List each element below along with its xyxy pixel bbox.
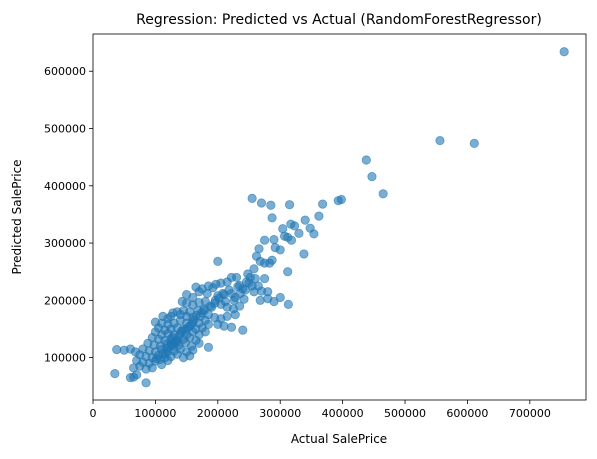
data-point xyxy=(286,235,297,245)
y-tick-label: 400000 xyxy=(44,180,86,193)
x-tick-label: 100000 xyxy=(134,407,176,420)
data-point xyxy=(226,322,237,332)
data-point xyxy=(314,211,324,221)
data-point xyxy=(245,272,255,283)
data-point xyxy=(260,273,270,284)
data-point xyxy=(141,378,151,388)
data-point xyxy=(275,245,285,255)
data-point xyxy=(309,229,319,239)
data-point xyxy=(205,301,215,311)
plot-frame xyxy=(92,33,587,401)
data-point xyxy=(256,198,267,208)
data-point xyxy=(559,47,569,57)
data-point xyxy=(435,135,445,146)
data-point xyxy=(318,199,328,209)
data-point xyxy=(378,189,388,199)
data-point xyxy=(269,235,279,245)
data-point xyxy=(172,336,182,347)
data-point xyxy=(283,267,293,277)
x-axis-label: Actual SalePrice xyxy=(291,432,387,446)
data-point xyxy=(367,172,377,182)
data-point xyxy=(255,295,265,305)
x-tick-label: 600000 xyxy=(446,407,488,420)
data-point xyxy=(267,213,277,223)
x-tick-label: 700000 xyxy=(509,407,551,420)
data-point xyxy=(249,287,259,297)
data-point xyxy=(194,338,204,348)
data-point xyxy=(222,311,232,321)
data-point xyxy=(247,193,257,203)
data-point xyxy=(112,344,122,355)
data-point xyxy=(333,196,343,206)
data-point xyxy=(240,285,250,295)
points-layer xyxy=(110,47,569,388)
data-point xyxy=(238,325,248,335)
y-tick-label: 600000 xyxy=(44,65,86,78)
y-tick-label: 100000 xyxy=(44,352,86,365)
data-point xyxy=(229,295,239,305)
data-point xyxy=(220,296,230,307)
data-point xyxy=(219,321,229,331)
data-point xyxy=(200,327,210,337)
data-point xyxy=(267,255,277,265)
data-point xyxy=(235,301,245,311)
data-point xyxy=(199,306,209,316)
data-point xyxy=(230,310,240,320)
data-point xyxy=(185,351,195,361)
data-point xyxy=(284,200,295,210)
data-point xyxy=(469,138,479,148)
data-point xyxy=(158,311,168,321)
data-point xyxy=(260,235,270,245)
data-point xyxy=(300,215,310,225)
data-point xyxy=(110,369,120,379)
data-point xyxy=(249,264,259,274)
data-point xyxy=(155,354,165,364)
data-point xyxy=(128,372,139,382)
y-tick-label: 300000 xyxy=(44,237,86,250)
data-point xyxy=(160,348,170,358)
x-tick-label: 300000 xyxy=(259,407,301,420)
data-point xyxy=(278,224,288,234)
y-tick-label: 200000 xyxy=(44,294,86,307)
data-point xyxy=(147,363,157,373)
data-point xyxy=(299,249,309,259)
data-point xyxy=(213,256,223,266)
data-point xyxy=(283,299,293,309)
data-point xyxy=(275,292,285,303)
data-point xyxy=(361,155,371,165)
chart-title: Regression: Predicted vs Actual (RandomF… xyxy=(136,12,542,28)
data-point xyxy=(224,285,234,295)
data-point xyxy=(294,228,304,238)
y-tick-label: 500000 xyxy=(44,123,86,136)
data-point xyxy=(289,221,300,231)
data-point xyxy=(202,288,212,299)
x-tick-label: 0 xyxy=(90,407,97,420)
data-point xyxy=(203,342,214,352)
y-axis-label: Predicted SalePrice xyxy=(10,159,24,274)
ticks-layer: 0 100000 200000 300000 400000 500000 600000 700… xyxy=(44,65,551,420)
x-tick-label: 500000 xyxy=(384,407,426,420)
data-point xyxy=(266,200,276,210)
x-tick-label: 400000 xyxy=(322,407,364,420)
x-tick-label: 200000 xyxy=(197,407,239,420)
